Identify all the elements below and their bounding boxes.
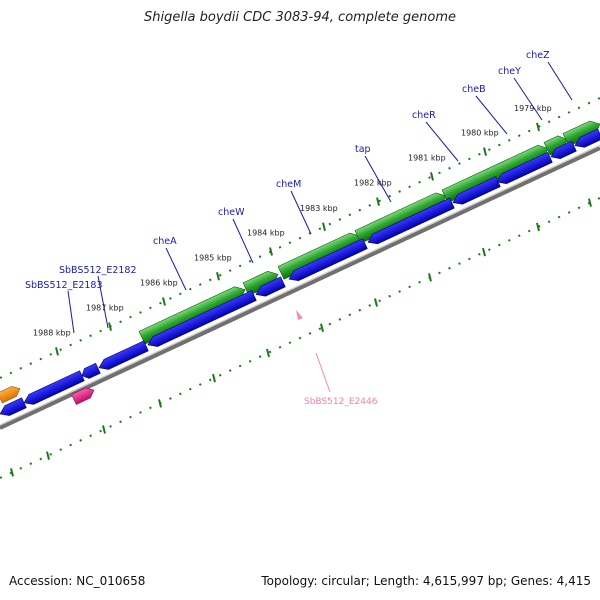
gene-leader [364, 155, 392, 203]
backbone-highlight [0, 144, 600, 426]
ruler-tick [269, 247, 273, 256]
ruler-tick [322, 222, 326, 232]
gene-label[interactable]: cheY [498, 66, 521, 77]
genome-summary-text: Topology: circular; Length: 4,615,997 bp… [261, 574, 591, 588]
ruler-tick-label: 1982 kbp [354, 179, 392, 188]
gene-label[interactable]: SbBS512_E2182 [59, 265, 137, 276]
ruler-tick [482, 247, 486, 257]
forward-genes [0, 120, 600, 405]
reverse-gene-7[interactable] [366, 197, 455, 247]
gene-leader [425, 121, 459, 162]
reverse-gene-3[interactable] [97, 340, 149, 373]
ruler-tick-label: 1984 kbp [247, 229, 285, 238]
page-title: Shigella boydii CDC 3083-94, complete ge… [143, 10, 457, 25]
tick-row-lower [0, 197, 600, 479]
gene-leader [97, 275, 109, 329]
ruler-tick [102, 425, 106, 434]
reverse-gene-1[interactable] [22, 370, 85, 408]
gene-label[interactable]: SbBS512_E2183 [25, 280, 103, 291]
gene-label[interactable]: cheB [462, 84, 486, 95]
ruler-tick [536, 222, 540, 232]
ruler-tick [10, 468, 14, 477]
reverse-gene-4[interactable] [146, 290, 257, 349]
reverse-gene-9[interactable] [495, 151, 553, 187]
ruler-tick-label: 1985 kbp [194, 253, 232, 262]
reverse-gene-11[interactable] [573, 128, 600, 151]
highlight-leader [315, 352, 331, 393]
ruler-tick [374, 298, 378, 307]
gene-leader [290, 190, 312, 235]
ruler-tick [430, 172, 434, 181]
gene-leader [232, 218, 254, 264]
highlight-marker[interactable] [296, 310, 303, 320]
gene-leader [165, 247, 187, 291]
backbone-line [0, 146, 600, 430]
ruler-tick [428, 273, 432, 282]
tick-labels: 1979 kbp 1980 kbp 1981 kbp 1982 kbp 1983 kbp… [33, 104, 552, 337]
ruler-tick [212, 373, 216, 383]
gene-label[interactable]: cheM [276, 179, 301, 190]
accession-text: Accession: NC_010658 [9, 574, 146, 588]
reverse-gene-2[interactable] [80, 362, 101, 380]
ruler-tick-label: 1980 kbp [461, 129, 499, 138]
gene-leader [475, 95, 508, 135]
ruler-tick-label: 1979 kbp [514, 104, 552, 113]
gene-label[interactable]: cheZ [526, 50, 550, 61]
ruler-tick [588, 198, 592, 207]
major-ticks [10, 122, 592, 477]
reverse-gene-8[interactable] [451, 176, 501, 208]
ruler-tick [376, 197, 380, 206]
ruler-tick [483, 147, 487, 156]
gene-leader [67, 290, 75, 334]
pseudo-gene[interactable] [71, 385, 97, 405]
gene-label[interactable]: cheR [412, 110, 436, 121]
reverse-gene-10[interactable] [549, 140, 577, 162]
ruler-tick [536, 122, 540, 132]
ruler-tick-label: 1986 kbp [140, 278, 178, 287]
ruler-tick [320, 323, 324, 332]
ruler-tick [162, 297, 166, 306]
label-leaders [67, 61, 573, 334]
gene-leader [513, 77, 543, 121]
ruler-tick [216, 272, 220, 281]
gene-label[interactable]: tap [355, 144, 371, 155]
gene-label[interactable]: cheW [218, 207, 245, 218]
gene-leader [547, 61, 573, 101]
ruler-tick-label: 1981 kbp [408, 153, 446, 162]
tick-row-upper [0, 97, 600, 379]
reverse-gene-5[interactable] [254, 276, 286, 300]
ruler-tick [266, 348, 270, 358]
reverse-gene-0[interactable] [0, 397, 27, 419]
ruler-tick [46, 451, 50, 460]
gene-label[interactable]: cheA [153, 236, 177, 247]
reverse-genes [0, 128, 600, 419]
ruler-tick [158, 399, 162, 408]
ruler-tick-label: 1983 kbp [300, 204, 338, 213]
highlight-label[interactable]: SbBS512_E2446 [304, 397, 378, 407]
ruler-tick [55, 347, 59, 356]
gene-labels: cheZ cheY cheB cheR tap cheM cheW cheA SbBS512_E… [25, 50, 550, 291]
ruler-tick-label: 1987 kbp [86, 304, 124, 313]
ruler-tick-label: 1988 kbp [33, 328, 71, 337]
ruler-tick [108, 322, 112, 331]
other-gene[interactable] [0, 384, 22, 404]
reverse-gene-6[interactable] [287, 238, 368, 284]
